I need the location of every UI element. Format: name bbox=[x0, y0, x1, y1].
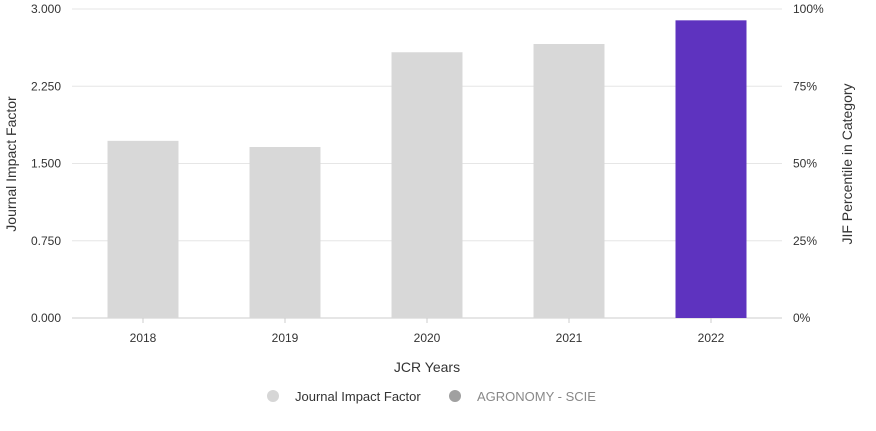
x-tick-label: 2019 bbox=[272, 331, 299, 345]
y-right-tick-label: 25% bbox=[793, 234, 817, 248]
y-right-tick-label: 50% bbox=[793, 157, 817, 171]
x-tick-label: 2021 bbox=[556, 331, 583, 345]
legend-marker-category[interactable] bbox=[449, 390, 461, 402]
legend-label-category[interactable]: AGRONOMY - SCIE bbox=[477, 389, 596, 404]
x-axis-ticks: 2018 2019 2020 2021 2022 bbox=[130, 318, 725, 345]
y-tick-label: 1.500 bbox=[31, 157, 61, 171]
bar-2021 bbox=[533, 44, 605, 319]
bar-2018 bbox=[107, 140, 179, 318]
y-tick-label: 3.000 bbox=[31, 2, 61, 16]
y-tick-label: 0.750 bbox=[31, 234, 61, 248]
y-tick-label: 0.000 bbox=[31, 311, 61, 325]
bar-2022 bbox=[675, 20, 747, 319]
y-tick-label: 2.250 bbox=[31, 79, 61, 93]
legend-label-jif[interactable]: Journal Impact Factor bbox=[295, 389, 421, 404]
bar-2020 bbox=[391, 52, 463, 318]
y-axis-title: Journal Impact Factor bbox=[3, 96, 19, 232]
x-tick-label: 2022 bbox=[698, 331, 725, 345]
y-right-tick-label: 75% bbox=[793, 79, 817, 93]
right-axis-ticks: 0% 25% 50% 75% 100% bbox=[793, 2, 824, 325]
bar-layer bbox=[107, 20, 747, 319]
left-axis-ticks: 0.000 0.750 1.500 2.250 3.000 bbox=[31, 2, 61, 325]
y-right-tick-label: 0% bbox=[793, 311, 811, 325]
legend: Journal Impact Factor AGRONOMY - SCIE bbox=[267, 389, 596, 404]
x-axis-title: JCR Years bbox=[394, 359, 460, 375]
y-right-tick-label: 100% bbox=[793, 2, 824, 16]
legend-marker-jif[interactable] bbox=[267, 390, 279, 402]
x-tick-label: 2018 bbox=[130, 331, 157, 345]
x-tick-label: 2020 bbox=[414, 331, 441, 345]
y-axis-right-title: JIF Percentile in Category bbox=[839, 83, 855, 244]
bar-2019 bbox=[249, 147, 321, 318]
